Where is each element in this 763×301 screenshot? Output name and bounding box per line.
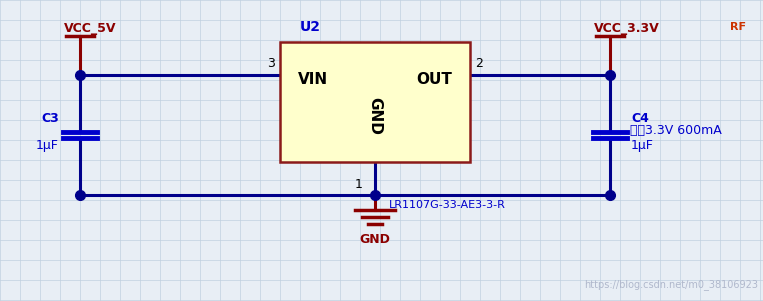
Text: VCC_5V: VCC_5V <box>64 22 117 35</box>
Text: U2: U2 <box>300 20 321 34</box>
Text: OUT: OUT <box>416 73 452 88</box>
Text: GND: GND <box>368 97 382 135</box>
Text: VCC_3.3V: VCC_3.3V <box>594 22 660 35</box>
Text: 1: 1 <box>355 178 363 191</box>
Text: 2: 2 <box>475 57 483 70</box>
Text: RF: RF <box>730 22 746 32</box>
Text: 1μF: 1μF <box>631 139 654 152</box>
Text: 1μF: 1μF <box>36 139 59 152</box>
Text: 3: 3 <box>267 57 275 70</box>
Text: https://blog.csdn.net/m0_38106923: https://blog.csdn.net/m0_38106923 <box>584 279 758 290</box>
Bar <box>280 42 470 162</box>
Text: GND: GND <box>359 233 391 246</box>
Text: 输出3.3V 600mA: 输出3.3V 600mA <box>630 123 722 136</box>
Text: VIN: VIN <box>298 73 328 88</box>
Text: C3: C3 <box>41 112 59 125</box>
Text: C4: C4 <box>631 112 649 125</box>
Text: LR1107G-33-AE3-3-R: LR1107G-33-AE3-3-R <box>389 200 506 210</box>
